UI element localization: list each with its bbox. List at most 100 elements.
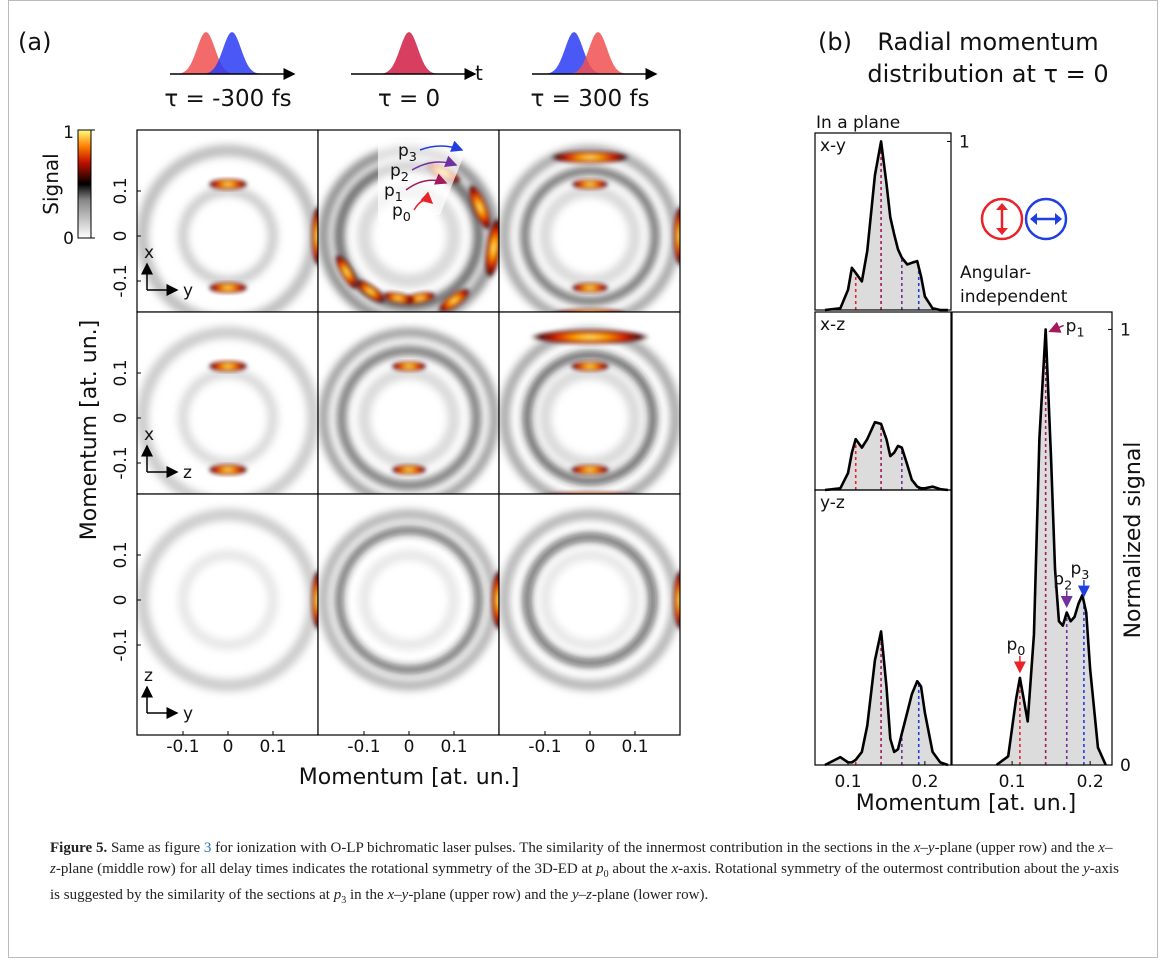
ring bbox=[178, 186, 278, 286]
x-tick-label: 0.1 bbox=[999, 772, 1026, 792]
signal-lobe bbox=[391, 361, 427, 372]
ring bbox=[178, 550, 278, 650]
caption-text: y bbox=[572, 887, 579, 903]
x-axis-label: Momentum [at. un.] bbox=[299, 765, 519, 790]
ring bbox=[337, 346, 481, 490]
x-tick-label: 0 bbox=[223, 737, 234, 757]
y-tick-label: 0.1 bbox=[111, 541, 131, 568]
y-axis-label: Normalized signal bbox=[1121, 442, 1146, 639]
caption-text: -plane (upper row) and the bbox=[408, 887, 572, 903]
pulse bbox=[202, 32, 262, 74]
subscript: 2 bbox=[1064, 579, 1072, 594]
pulse bbox=[379, 32, 439, 74]
symbol: p bbox=[1006, 635, 1017, 655]
axis-letter: z bbox=[183, 463, 192, 483]
momentum-map bbox=[137, 494, 318, 735]
symbol: p bbox=[1053, 570, 1064, 590]
ring bbox=[358, 367, 460, 469]
ring bbox=[520, 166, 660, 306]
pulse bbox=[544, 32, 604, 74]
momentum-map bbox=[318, 312, 499, 494]
heading: In a plane bbox=[816, 113, 900, 133]
colorbar-title: Signal bbox=[39, 153, 63, 214]
signal-lobe bbox=[208, 178, 248, 190]
line bbox=[824, 420, 949, 492]
y-tick-label: 1 bbox=[959, 132, 970, 152]
symbol: p bbox=[398, 141, 409, 161]
plot-frame bbox=[951, 311, 1113, 766]
subscript: 1 bbox=[395, 190, 403, 205]
y-axis-label: Momentum [at. un.] bbox=[77, 320, 102, 540]
plot-frame bbox=[814, 489, 952, 766]
caption-text: in the bbox=[346, 887, 388, 903]
caption-text: – bbox=[394, 887, 402, 903]
area bbox=[824, 141, 948, 310]
ring bbox=[540, 550, 640, 650]
momentum-label: p1 bbox=[384, 181, 403, 205]
caption-text: about the bbox=[608, 861, 672, 877]
delay-label: τ = -300 fs bbox=[164, 86, 291, 112]
caption-text: 3 bbox=[341, 895, 347, 906]
momentum-label: p1 bbox=[1066, 316, 1085, 340]
caption-text: p bbox=[596, 861, 604, 877]
signal-lobe bbox=[571, 282, 609, 293]
signal-lobe bbox=[673, 205, 680, 267]
y-tick-label: 0 bbox=[111, 231, 131, 242]
signal-lobe bbox=[391, 464, 427, 475]
line bbox=[995, 328, 1107, 767]
delay-label: τ = 300 fs bbox=[530, 86, 649, 112]
y-tick-label: 0 bbox=[1120, 756, 1131, 776]
axis-letter: y bbox=[183, 281, 193, 301]
caption-text: for ionization with O-LP bichromatic las… bbox=[211, 840, 914, 856]
momentum-label: p2 bbox=[390, 161, 409, 185]
y-tick-label: 0 bbox=[111, 595, 131, 606]
symbol: p bbox=[390, 161, 401, 181]
axis-letter: z bbox=[144, 666, 153, 686]
caption-text: x bbox=[1098, 840, 1105, 856]
y-tick-label: 0.1 bbox=[111, 177, 131, 204]
signal-lobe bbox=[355, 279, 386, 303]
caption-text: x bbox=[387, 887, 395, 903]
signal-lobe bbox=[438, 288, 471, 312]
label-arrow bbox=[413, 191, 434, 211]
ring bbox=[137, 326, 318, 494]
area bbox=[996, 329, 1106, 765]
caption-text: – bbox=[578, 887, 587, 903]
caption-label: Figure 5. bbox=[50, 840, 108, 856]
x-tick-label: 0.2 bbox=[1077, 772, 1104, 792]
plot-title: x-z bbox=[820, 315, 845, 335]
signal-lobe bbox=[208, 360, 248, 372]
x-tick-label: -0.1 bbox=[166, 737, 199, 757]
caption-text: y bbox=[927, 840, 935, 856]
polarization-icons bbox=[980, 197, 1068, 241]
symbol: p bbox=[1066, 316, 1077, 336]
y-tick-label: 0 bbox=[111, 413, 131, 424]
ring bbox=[523, 351, 657, 485]
plot-title: x-y bbox=[820, 136, 846, 156]
caption-text: y bbox=[1083, 861, 1090, 877]
y-tick-label: 1 bbox=[1120, 320, 1131, 340]
plot-frame bbox=[814, 132, 952, 311]
caption-text: -axis. Rotational symmetry of the outerm… bbox=[678, 861, 1084, 877]
symbol: p bbox=[1070, 559, 1081, 579]
label-arrow bbox=[1048, 321, 1064, 333]
axis-letter: y bbox=[183, 704, 193, 724]
y-tick-label: 0.1 bbox=[111, 359, 131, 386]
caption-text: -plane (middle row) for all delay times … bbox=[55, 861, 597, 877]
axis-letter: x bbox=[144, 243, 154, 263]
caption-text: – bbox=[920, 840, 928, 856]
plot-title: y-z bbox=[820, 493, 845, 513]
line bbox=[824, 140, 948, 312]
pulse bbox=[568, 32, 628, 74]
x-tick-label: 0.1 bbox=[259, 737, 286, 757]
caption-link[interactable]: 3 bbox=[203, 840, 212, 856]
map-bg bbox=[137, 494, 318, 735]
x-tick-label: 0.1 bbox=[835, 772, 862, 792]
x-tick-label: 0.1 bbox=[440, 737, 467, 757]
subscript: 2 bbox=[401, 170, 409, 185]
delay-label: τ = 0 bbox=[378, 86, 440, 112]
heading: Angular- bbox=[960, 263, 1031, 283]
symbol: p bbox=[384, 181, 395, 201]
momentum-map bbox=[318, 494, 499, 735]
